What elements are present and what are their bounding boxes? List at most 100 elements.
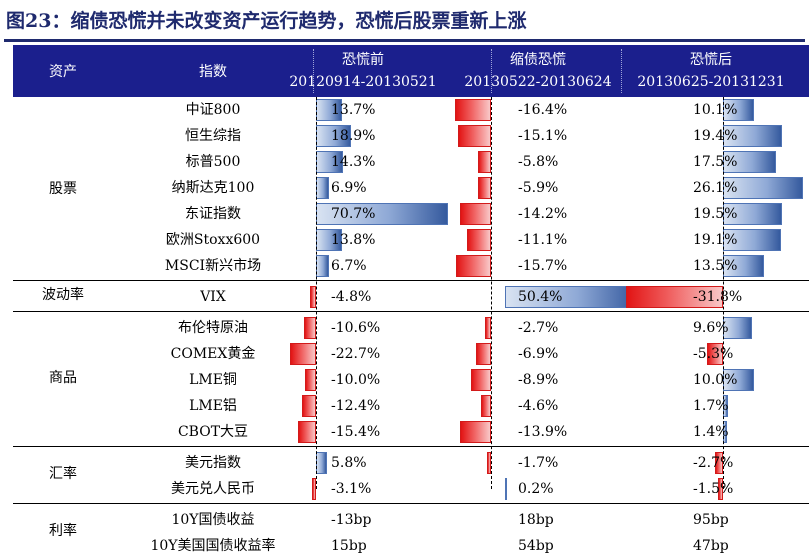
value-bar — [301, 395, 316, 417]
header-index: 指数 — [199, 64, 227, 80]
header-divider — [313, 49, 314, 93]
value-bar — [310, 286, 316, 308]
row-value: 17.5% — [693, 154, 738, 170]
row-value: -5.3% — [693, 346, 734, 362]
row-value: -16.4% — [518, 102, 568, 118]
row-value: -1.5% — [693, 481, 734, 497]
row-value: -6.9% — [518, 346, 559, 362]
value-bar — [505, 478, 507, 500]
value-bar — [316, 255, 329, 277]
table-row: 恒生综指 18.9% -15.1% 19.4% — [13, 123, 809, 149]
group-separator — [13, 503, 809, 504]
row-value: -5.9% — [518, 180, 559, 196]
row-name: 布伦特原油 — [178, 320, 248, 336]
value-bar — [459, 203, 491, 225]
row-name: 美元指数 — [185, 455, 241, 471]
row-name: 美元兑人民币 — [171, 481, 255, 497]
table-row: 10Y美国国债收益率 15bp 54bp 47bp — [13, 533, 809, 559]
data-table: 股票 中证800 13.7% -16.4% 10.1% 恒生综指 18.9% -15.1% 19… — [13, 97, 809, 560]
row-value: 9.6% — [693, 320, 729, 336]
row-name: 恒生综指 — [185, 128, 241, 144]
row-value: -15.1% — [518, 128, 568, 144]
header-divider — [491, 49, 492, 93]
group-label: 汇率 — [49, 466, 77, 482]
value-bar — [471, 369, 491, 391]
header-period-1-range: 20120914-20130521 — [289, 74, 437, 90]
table-row: COMEX黄金 -22.7% -6.9% -5.3% — [13, 341, 809, 367]
row-value: 1.4% — [693, 424, 729, 440]
row-name: COMEX黄金 — [170, 346, 256, 362]
row-value: -31.8% — [693, 289, 743, 305]
group-separator — [13, 280, 809, 281]
value-bar — [475, 343, 491, 365]
row-value: 54bp — [518, 538, 554, 554]
row-value: 26.1% — [693, 180, 738, 196]
value-bar — [289, 343, 316, 365]
row-value: 19.5% — [693, 206, 738, 222]
row-value: -14.2% — [518, 206, 568, 222]
row-value: 15bp — [331, 538, 367, 554]
value-bar — [298, 421, 316, 443]
value-bar — [714, 452, 723, 474]
figure-title: 图23：缩债恐慌并未改变资产运行趋势，恐慌后股票重新上涨 — [6, 10, 527, 32]
table-row: CBOT大豆 -15.4% -13.9% 1.4% — [13, 419, 809, 445]
row-value: 10.0% — [693, 372, 738, 388]
row-value: 47bp — [693, 538, 729, 554]
table-row: LME铝 -12.4% -4.6% 1.7% — [13, 393, 809, 419]
table-row: MSCI新兴市场 6.7% -15.7% 13.5% — [13, 253, 809, 279]
table-row: 中证800 13.7% -16.4% 10.1% — [13, 97, 809, 123]
row-value: -10.0% — [331, 372, 381, 388]
row-value: -5.8% — [518, 154, 559, 170]
row-name: VIX — [200, 289, 226, 305]
value-bar — [457, 125, 491, 147]
header-divider — [621, 49, 622, 93]
row-value: 70.7% — [331, 206, 376, 222]
row-value: -4.6% — [518, 398, 559, 414]
row-value: 19.1% — [693, 232, 738, 248]
row-value: -13.9% — [518, 424, 568, 440]
row-value: -1.7% — [518, 455, 559, 471]
row-value: 13.5% — [693, 258, 738, 274]
zero-axis — [316, 97, 317, 489]
header-period-3-range: 20130625-20131231 — [637, 74, 785, 90]
row-value: 0.2% — [518, 481, 554, 497]
row-name: LME铝 — [189, 398, 237, 414]
row-name: 中证800 — [185, 102, 241, 118]
row-value: 10.1% — [693, 102, 738, 118]
table-row: 10Y国债收益 -13bp 18bp 95bp — [13, 507, 809, 533]
table-row: 美元指数 5.8% -1.7% -2.7% — [13, 450, 809, 476]
row-value: 95bp — [693, 512, 729, 528]
title-rule — [4, 39, 805, 42]
value-bar — [478, 177, 491, 199]
row-value: -2.7% — [518, 320, 559, 336]
row-name: 标普500 — [185, 154, 241, 170]
zero-axis — [723, 97, 724, 489]
row-value: 13.7% — [331, 102, 376, 118]
row-value: -13bp — [331, 512, 372, 528]
row-value: 18bp — [518, 512, 554, 528]
value-bar — [718, 478, 723, 500]
header-period-2-name: 缩债恐慌 — [510, 52, 566, 68]
group-label: 商品 — [49, 370, 77, 386]
table-header: 资产 指数 恐慌前 20120914-20130521 缩债恐慌 2013052… — [13, 45, 809, 97]
group-separator — [13, 311, 809, 312]
value-bar — [303, 317, 316, 339]
table-row: 布伦特原油 -10.6% -2.7% 9.6% — [13, 315, 809, 341]
row-value: -12.4% — [331, 398, 381, 414]
group-separator — [13, 446, 809, 447]
row-value: 6.7% — [331, 258, 367, 274]
value-bar — [466, 229, 491, 251]
value-bar — [456, 255, 491, 277]
value-bar — [487, 452, 491, 474]
row-value: -15.4% — [331, 424, 381, 440]
value-bar — [706, 343, 723, 365]
row-name: MSCI新兴市场 — [164, 258, 262, 274]
value-bar — [316, 177, 329, 199]
value-bar — [460, 421, 491, 443]
value-bar — [312, 478, 316, 500]
row-value: -4.8% — [331, 289, 372, 305]
row-value: -15.7% — [518, 258, 568, 274]
row-value: -8.9% — [518, 372, 559, 388]
table-row: 美元兑人民币 -3.1% 0.2% -1.5% — [13, 476, 809, 502]
table-row: VIX -4.8% 50.4% -31.8% — [13, 284, 809, 310]
